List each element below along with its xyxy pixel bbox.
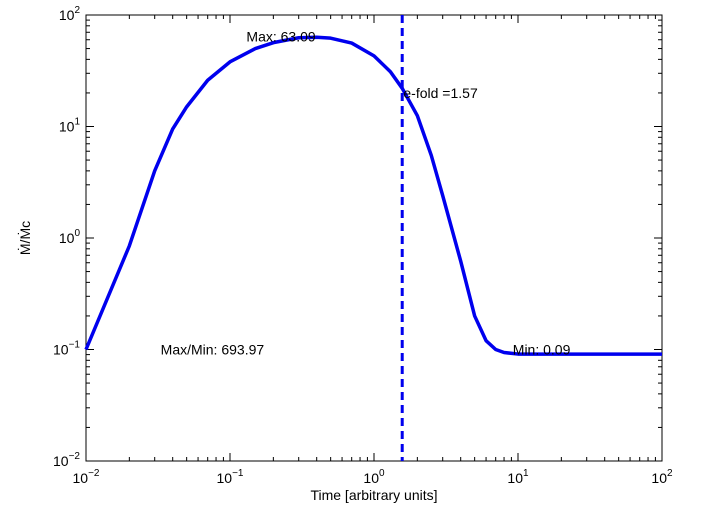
- annotations: Max: 63.09 e-fold =1.57 Max/Min: 693.97 Min…: [161, 29, 571, 358]
- annotation-text: Max/Min: 693.97: [161, 342, 265, 358]
- y-tick-label: 10−2: [53, 451, 80, 469]
- y-tick-labels: 10−2 10−1 100 101 102: [53, 5, 80, 469]
- y-tick-label: 102: [59, 5, 81, 23]
- series-line: [84, 35, 662, 356]
- x-tick-label: 101: [507, 468, 529, 486]
- y-tick-label: 100: [59, 228, 81, 246]
- x-tick-labels: 10−2 10−1 100 101 102: [73, 468, 674, 486]
- x-tick-label: 102: [651, 468, 673, 486]
- annotation-text: Max: 63.09: [246, 29, 315, 45]
- x-tick-label: 10−1: [217, 468, 244, 486]
- x-tick-label: 100: [363, 468, 385, 486]
- annotation-text: Min: 0.09: [513, 342, 571, 358]
- x-axis-label: Time [arbitrary units]: [310, 487, 437, 503]
- y-axis-label: Ṁ/Ṁc: [16, 221, 33, 255]
- x-tick-label: 10−2: [73, 468, 100, 486]
- y-tick-label: 10−1: [53, 340, 80, 358]
- y-tick-label: 101: [59, 117, 81, 135]
- annotation-text: e-fold =1.57: [403, 85, 478, 101]
- plot-area: [85, 14, 663, 462]
- tick-marks: [85, 14, 663, 462]
